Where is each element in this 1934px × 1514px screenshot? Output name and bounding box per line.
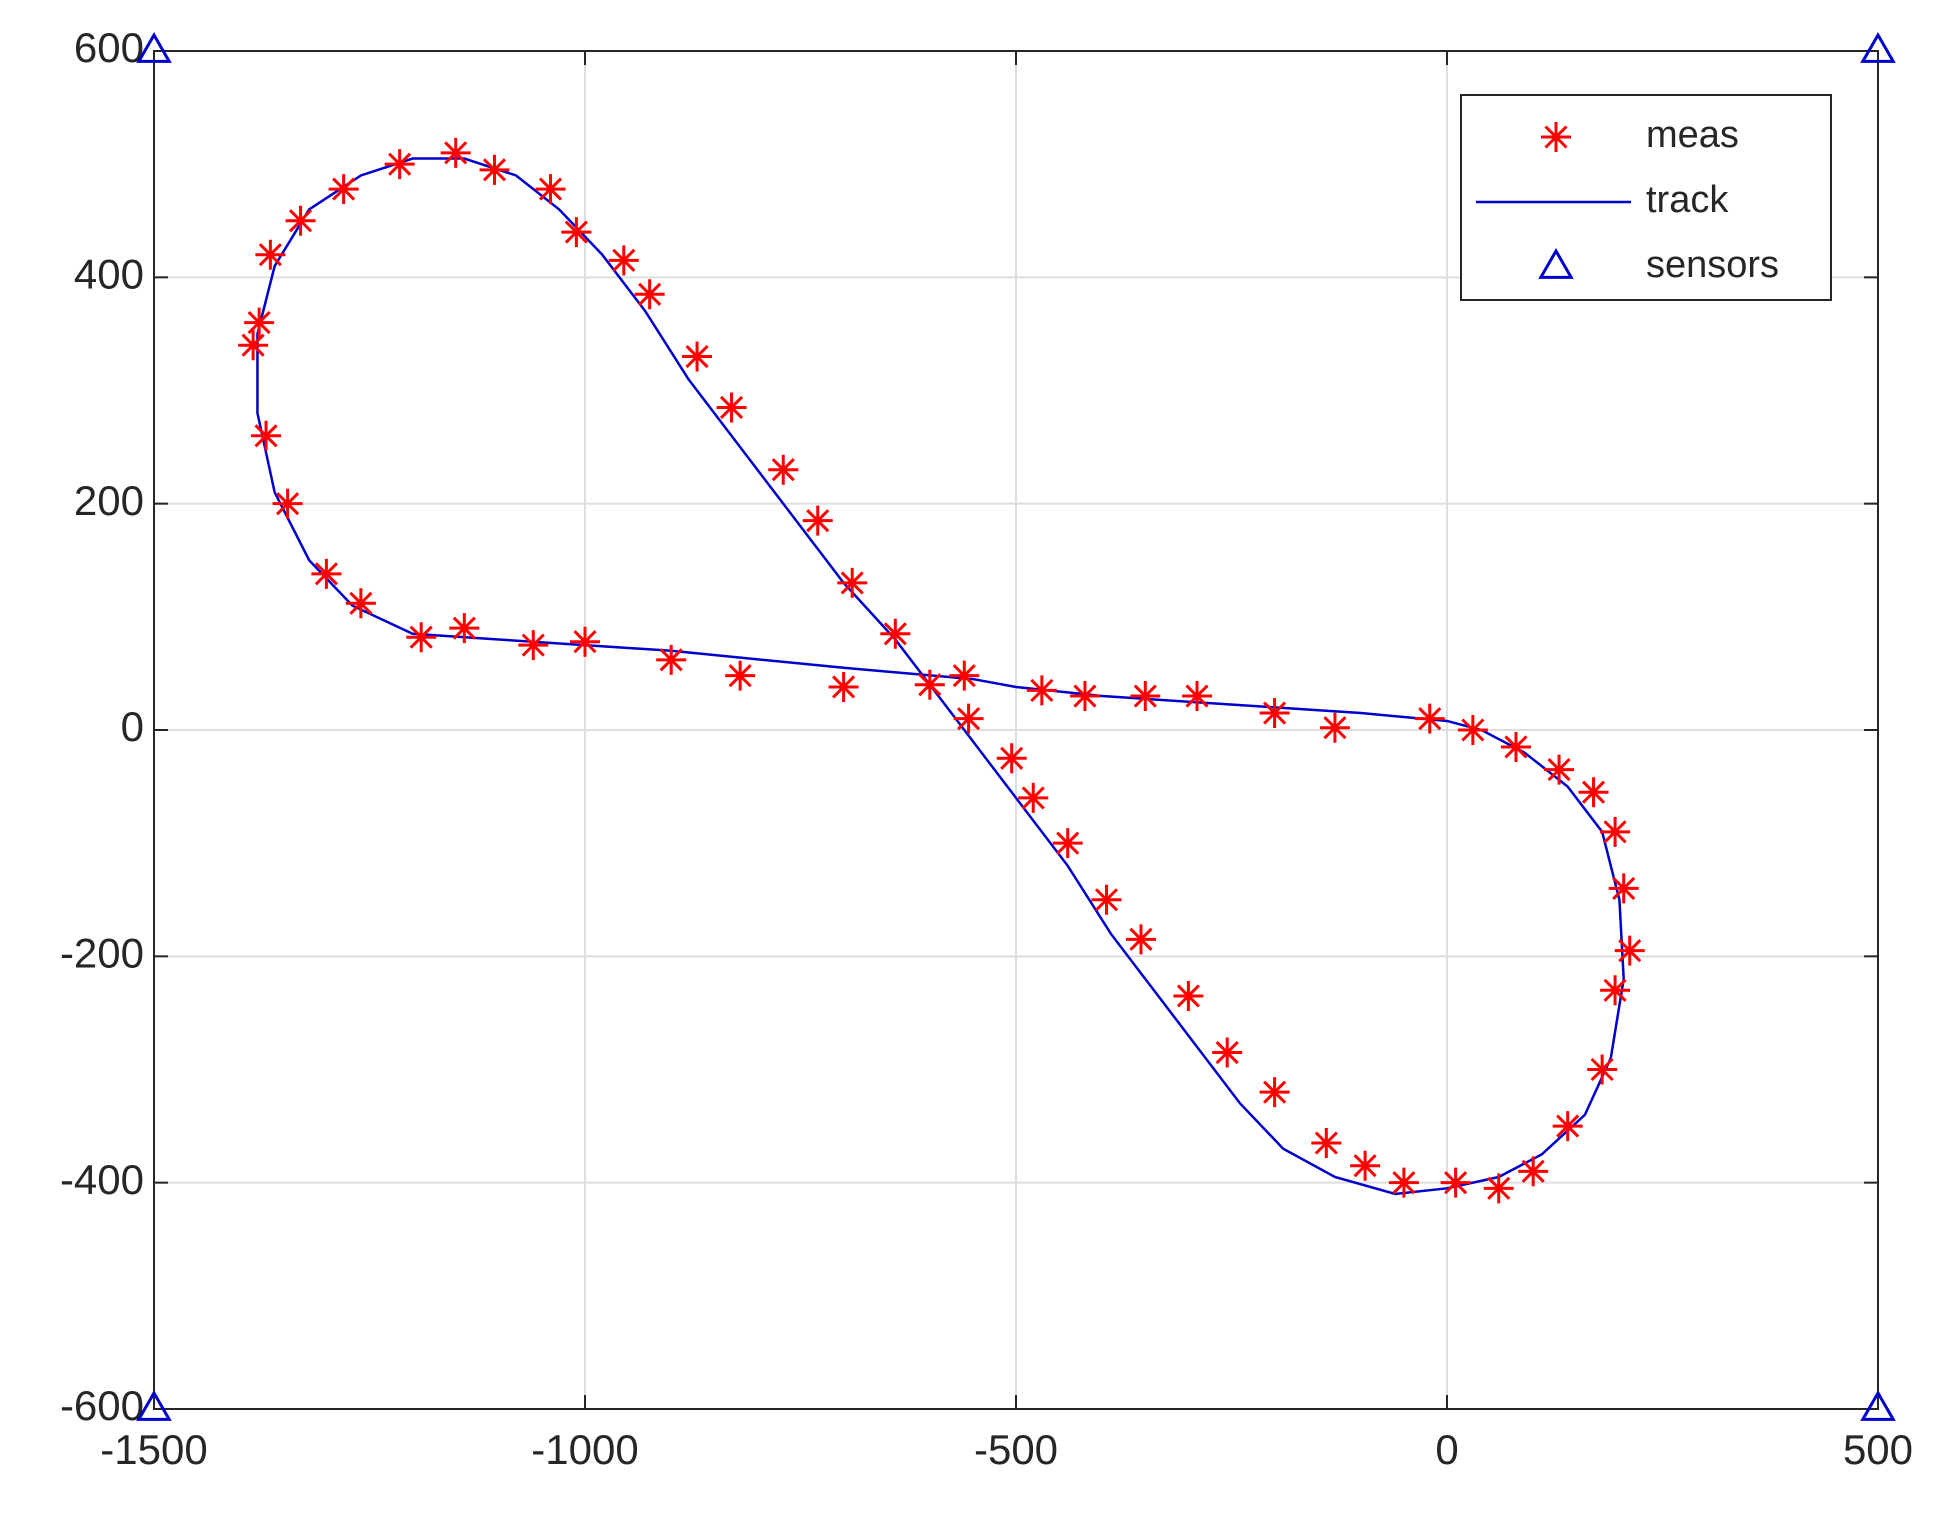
meas-marker: [1130, 681, 1161, 712]
meas-marker: [238, 330, 269, 361]
meas-marker: [634, 279, 665, 310]
meas-marker: [345, 588, 376, 619]
meas-marker: [1614, 935, 1645, 966]
y-tick-label: 400: [74, 250, 144, 297]
y-tick-label: 0: [121, 703, 144, 750]
meas-marker: [1319, 712, 1350, 743]
meas-marker: [837, 567, 868, 598]
legend-swatch: [1541, 122, 1571, 152]
meas-marker: [802, 505, 833, 536]
meas-marker: [828, 671, 859, 702]
meas-marker: [251, 420, 282, 451]
meas-marker: [1578, 777, 1609, 808]
meas-marker: [1052, 828, 1083, 859]
y-tick-label: -400: [60, 1156, 144, 1203]
x-tick-label: 0: [1435, 1426, 1458, 1473]
meas-marker: [406, 622, 437, 653]
x-tick-label: -500: [974, 1426, 1058, 1473]
meas-marker: [1182, 681, 1213, 712]
meas-marker: [1440, 1167, 1471, 1198]
meas-marker: [682, 341, 713, 372]
y-tick-label: 200: [74, 477, 144, 524]
sensor-marker: [136, 31, 172, 63]
meas-marker: [914, 669, 945, 700]
meas-marker: [1600, 816, 1631, 847]
meas-marker: [285, 205, 316, 236]
legend-label: track: [1646, 179, 1729, 221]
meas-marker: [440, 137, 471, 168]
meas-marker: [1500, 731, 1531, 762]
meas-marker: [311, 558, 342, 589]
meas-marker: [244, 307, 275, 338]
x-tick-label: 500: [1843, 1426, 1913, 1473]
meas-marker: [716, 392, 747, 423]
meas-marker: [1125, 924, 1156, 955]
meas-marker: [384, 149, 415, 180]
meas-marker: [1026, 675, 1057, 706]
meas-marker: [1600, 975, 1631, 1006]
meas-marker: [1259, 1077, 1290, 1108]
x-tick-label: -1000: [531, 1426, 638, 1473]
meas-marker: [255, 239, 286, 270]
legend: meas track sensors: [1460, 94, 1832, 301]
meas-marker: [1018, 782, 1049, 813]
meas-marker: [1212, 1037, 1243, 1068]
meas-marker: [449, 613, 480, 644]
legend-swatch: [1538, 247, 1574, 279]
meas-marker: [953, 703, 984, 734]
meas-marker: [561, 217, 592, 248]
meas-marker: [656, 644, 687, 675]
meas-marker: [1544, 754, 1575, 785]
meas-marker: [996, 743, 1027, 774]
meas-marker: [880, 618, 911, 649]
y-tick-label: -600: [60, 1382, 144, 1429]
meas-marker: [1518, 1156, 1549, 1187]
meas-marker: [1350, 1150, 1381, 1181]
legend-label: sensors: [1646, 244, 1779, 286]
meas-marker: [1608, 873, 1639, 904]
meas-marker: [725, 660, 756, 691]
meas-marker: [1311, 1128, 1342, 1159]
legend-label: meas: [1646, 114, 1739, 156]
meas-marker: [1259, 698, 1290, 729]
y-tick-label: -200: [60, 929, 144, 976]
meas-marker: [328, 174, 359, 205]
meas-marker: [949, 660, 980, 691]
meas-marker: [1587, 1054, 1618, 1085]
meas-marker: [608, 245, 639, 276]
meas-marker: [1457, 715, 1488, 745]
axes-box: [153, 50, 1879, 1410]
meas-marker: [479, 154, 510, 185]
meas-marker: [1173, 980, 1204, 1011]
sensor-marker: [136, 1389, 172, 1421]
meas-marker: [570, 626, 600, 657]
meas-marker: [1414, 703, 1445, 734]
meas-marker: [768, 454, 799, 485]
meas-marker: [1552, 1111, 1583, 1142]
y-tick-label: 600: [74, 24, 144, 71]
meas-marker: [1069, 681, 1100, 712]
meas-marker: [1388, 1167, 1419, 1198]
legend-box: [1460, 94, 1832, 301]
x-tick-label: -1500: [100, 1426, 207, 1473]
meas-marker: [518, 630, 549, 661]
sensor-marker: [1860, 31, 1896, 63]
meas-marker: [1091, 884, 1122, 915]
meas-marker: [272, 488, 303, 519]
meas-marker: [1483, 1173, 1514, 1204]
sensor-marker: [1860, 1389, 1896, 1421]
meas-marker: [535, 174, 566, 205]
